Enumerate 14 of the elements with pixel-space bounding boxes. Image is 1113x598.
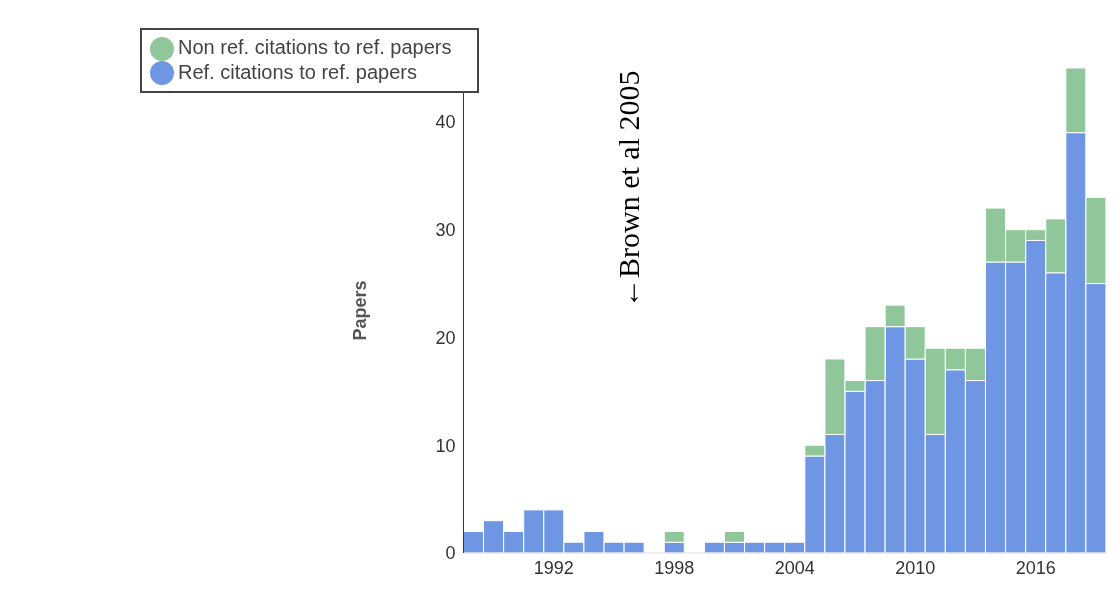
x-tick-label: 1992 xyxy=(533,557,574,578)
y-tick-label: 0 xyxy=(445,543,456,564)
annotation: ←Brown et al 2005 xyxy=(611,69,646,308)
y-tick-label: 20 xyxy=(435,327,456,348)
x-tick-label: 2010 xyxy=(895,557,936,578)
x-tick-label: 1998 xyxy=(654,557,695,578)
legend-label: Non ref. citations to ref. papers xyxy=(178,36,452,58)
x-tick-label: 2016 xyxy=(1015,557,1056,578)
y-axis-title: Papers xyxy=(349,280,370,341)
y-tick-label: 10 xyxy=(435,435,456,456)
y-tick-label: 30 xyxy=(435,220,456,241)
x-tick-label: 2004 xyxy=(774,557,815,578)
y-tick-label: 40 xyxy=(435,112,456,133)
legend-label: Ref. citations to ref. papers xyxy=(178,60,418,83)
